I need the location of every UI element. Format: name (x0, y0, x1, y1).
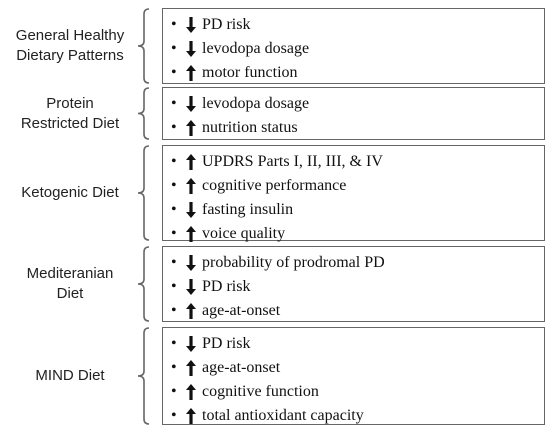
effect-item: • levodopa dosage (171, 37, 544, 61)
effect-item: • cognitive performance (171, 174, 544, 198)
diet-label-line: Protein (46, 94, 94, 112)
effect-item: • PD risk (171, 13, 544, 37)
effect-item: • UPDRS Parts I, II, III, & IV (171, 150, 544, 174)
diet-label: Protein Restricted Diet (0, 87, 140, 140)
bullet-icon: • (171, 225, 177, 242)
bullet-icon: • (171, 177, 177, 194)
effect-text: motor function (202, 64, 298, 81)
effect-item: • PD risk (171, 332, 544, 356)
effect-text: cognitive function (202, 383, 319, 400)
bullet-icon: • (171, 383, 177, 400)
diet-label-line: MIND Diet (35, 367, 105, 384)
effect-text: probability of prodromal PD (202, 254, 385, 271)
bullet-icon: • (171, 95, 177, 112)
bullet-icon: • (171, 153, 177, 170)
effect-item: • total antioxidant capacity (171, 404, 544, 428)
arrow-up-icon (184, 225, 198, 243)
bullet-icon: • (171, 407, 177, 424)
diet-label-line: Ketogenic Diet (21, 184, 119, 201)
bullet-icon: • (171, 278, 177, 295)
diet-label: Mediteranian Diet (0, 246, 140, 322)
arrow-down-icon (184, 40, 198, 58)
curly-brace-icon (136, 327, 150, 425)
effect-item: • motor function (171, 61, 544, 85)
curly-brace-icon (136, 246, 150, 322)
effects-box: • levodopa dosage • nutrition status (162, 87, 545, 140)
bullet-icon: • (171, 119, 177, 136)
bullet-icon: • (171, 359, 177, 376)
bullet-icon: • (171, 201, 177, 218)
diet-label-line: Restricted Diet (20, 114, 120, 132)
bullet-icon: • (171, 40, 177, 57)
effect-item: • probability of prodromal PD (171, 251, 544, 275)
arrow-up-icon (184, 383, 198, 401)
bullet-icon: • (171, 302, 177, 319)
effect-text: PD risk (202, 16, 251, 33)
bullet-icon: • (171, 335, 177, 352)
arrow-down-icon (184, 254, 198, 272)
arrow-down-icon (184, 95, 198, 113)
arrow-up-icon (184, 119, 198, 137)
arrow-up-icon (184, 302, 198, 320)
effect-text: age-at-onset (202, 359, 281, 376)
curly-brace-icon (136, 87, 150, 140)
arrow-up-icon (184, 359, 198, 377)
effect-text: total antioxidant capacity (202, 407, 364, 424)
effect-item: • levodopa dosage (171, 92, 544, 116)
diet-label-line: General Healthy (15, 27, 125, 44)
effect-text: levodopa dosage (202, 95, 310, 112)
diet-group: MIND Diet • PD risk • age-at-onset • cognitive… (0, 327, 550, 425)
effect-text: PD risk (202, 278, 251, 295)
arrow-up-icon (184, 407, 198, 425)
arrow-up-icon (184, 153, 198, 171)
curly-brace-icon (136, 145, 150, 241)
effects-box: • PD risk • age-at-onset • cognitive function… (162, 327, 545, 425)
effect-item: • PD risk (171, 275, 544, 299)
diet-label: General Healthy Dietary Patterns (0, 8, 140, 84)
effect-item: • age-at-onset (171, 299, 544, 323)
arrow-down-icon (184, 16, 198, 34)
effect-item: • fasting insulin (171, 198, 544, 222)
effect-item: • nutrition status (171, 116, 544, 140)
effects-box: • UPDRS Parts I, II, III, & IV • cognitive … (162, 145, 545, 242)
arrow-up-icon (184, 64, 198, 82)
diet-group: Mediteranian Diet • probability of prodroma… (0, 246, 550, 322)
effect-item: • cognitive function (171, 380, 544, 404)
arrow-up-icon (184, 177, 198, 195)
arrow-down-icon (184, 278, 198, 296)
effect-text: fasting insulin (202, 201, 294, 218)
diet-label: Ketogenic Diet (0, 145, 140, 241)
effect-text: age-at-onset (202, 302, 281, 319)
effect-text: PD risk (202, 335, 251, 352)
diet-group: Ketogenic Diet • UPDRS Parts I, II, III, &… (0, 145, 550, 242)
effect-text: levodopa dosage (202, 40, 310, 57)
bullet-icon: • (171, 254, 177, 271)
diet-label-line: Diet (56, 285, 84, 302)
curly-brace-icon (136, 8, 150, 84)
effects-box: • PD risk • levodopa dosage • motor function (162, 8, 545, 84)
effect-text: voice quality (202, 225, 286, 242)
effect-item: • age-at-onset (171, 356, 544, 380)
effect-item: • voice quality (171, 222, 544, 246)
bullet-icon: • (171, 16, 177, 33)
effect-text: nutrition status (202, 119, 298, 136)
effect-text: cognitive performance (202, 177, 347, 194)
diet-group: General Healthy Dietary Patterns • PD risk •… (0, 8, 550, 84)
diet-label-line: Dietary Patterns (16, 47, 124, 64)
diet-group: Protein Restricted Diet • levodopa dosage • n… (0, 87, 550, 140)
diet-label-line: Mediteranian (26, 265, 114, 282)
bullet-icon: • (171, 64, 177, 81)
arrow-down-icon (184, 201, 198, 219)
effect-text: UPDRS Parts I, II, III, & IV (202, 153, 383, 170)
diet-label: MIND Diet (0, 327, 140, 425)
effects-box: • probability of prodromal PD • PD risk • age… (162, 246, 545, 322)
arrow-down-icon (184, 335, 198, 353)
